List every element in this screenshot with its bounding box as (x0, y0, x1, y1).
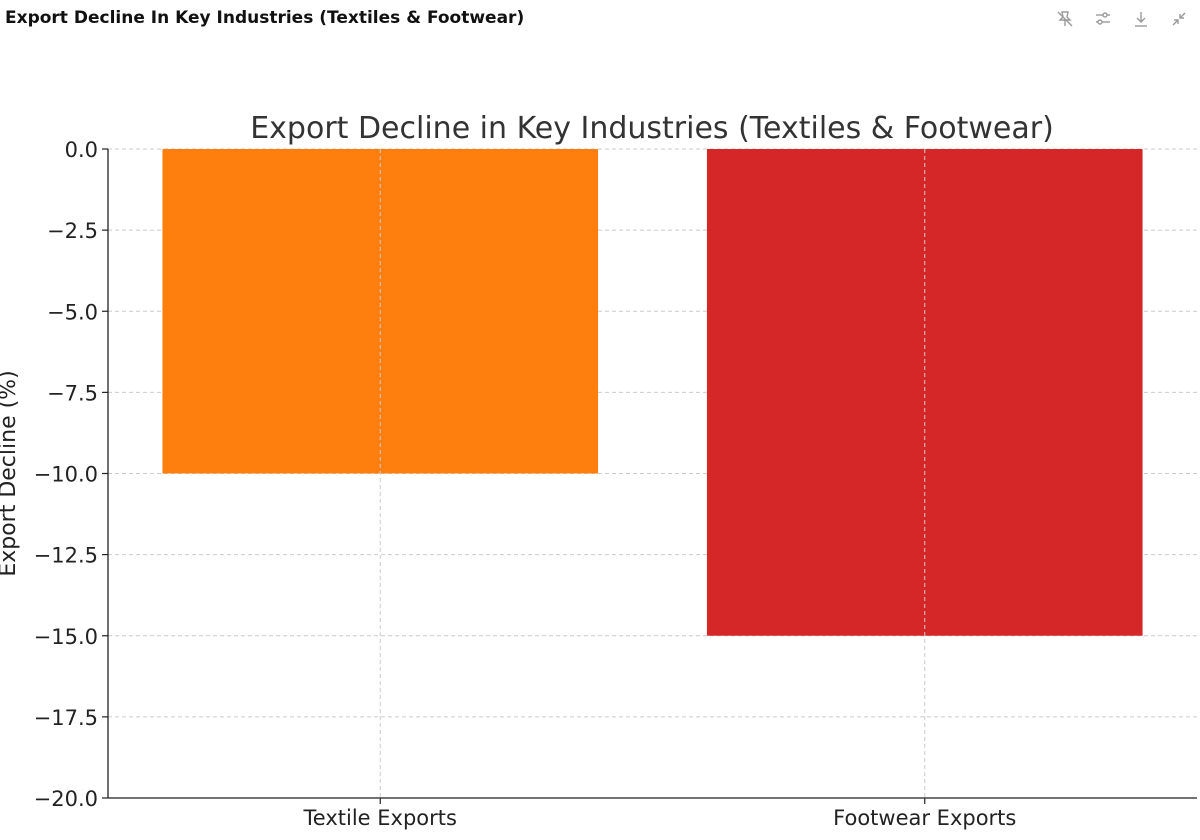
chart-title: Export Decline in Key Industries (Textil… (250, 111, 1054, 146)
pin-off-icon[interactable] (1052, 6, 1078, 32)
panel-header: Export Decline In Key Industries (Textil… (0, 0, 1200, 40)
sliders-icon[interactable] (1090, 6, 1116, 32)
x-tick-label: Footwear Exports (833, 806, 1016, 830)
y-axis-label: Export Decline (%) (0, 370, 21, 576)
chart-toolbar (1052, 6, 1192, 32)
download-icon[interactable] (1128, 6, 1154, 32)
bar-footwear-exports[interactable] (706, 149, 1143, 636)
y-tick-label: −17.5 (34, 706, 98, 730)
y-tick-label: −12.5 (34, 544, 98, 568)
y-tick-label: −2.5 (47, 219, 98, 243)
y-ticks-layer: 0.0 −2.5 −5.0 −7.5 −10.0 −12.5 −15.0 −17.5 −20.0 (34, 138, 108, 811)
vertical-grid-layer (379, 149, 926, 798)
y-tick-label: −20.0 (34, 787, 98, 811)
bars-layer (162, 149, 1143, 636)
x-ticks-layer: Textile Exports Footwear Exports (303, 798, 1016, 830)
y-tick-label: −5.0 (47, 300, 98, 324)
y-tick-label: −10.0 (34, 463, 98, 487)
panel-title: Export Decline In Key Industries (Textil… (5, 8, 525, 28)
y-tick-label: 0.0 (65, 138, 98, 162)
y-tick-label: −15.0 (34, 625, 98, 649)
y-tick-label: −7.5 (47, 381, 98, 405)
x-tick-label: Textile Exports (303, 806, 457, 830)
collapse-icon[interactable] (1166, 6, 1192, 32)
